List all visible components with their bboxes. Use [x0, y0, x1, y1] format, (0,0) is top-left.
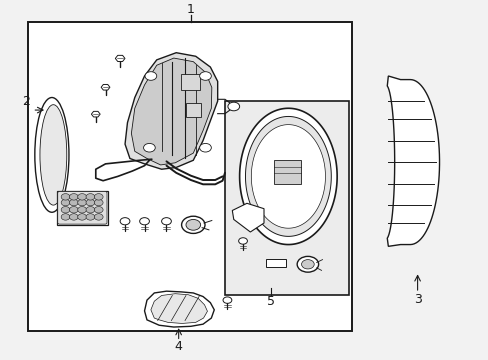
Circle shape	[120, 218, 130, 225]
Text: 4: 4	[174, 340, 182, 353]
Ellipse shape	[35, 98, 69, 212]
Polygon shape	[232, 203, 264, 232]
Polygon shape	[151, 294, 207, 323]
FancyBboxPatch shape	[58, 192, 107, 224]
Text: 2: 2	[22, 95, 30, 108]
Bar	[181, 74, 199, 90]
Circle shape	[78, 214, 86, 220]
Polygon shape	[101, 85, 110, 90]
Polygon shape	[115, 55, 125, 62]
Bar	[27, 22, 351, 330]
Circle shape	[185, 220, 200, 230]
Circle shape	[140, 218, 149, 225]
Polygon shape	[131, 58, 211, 165]
Circle shape	[94, 199, 103, 206]
Polygon shape	[144, 291, 214, 327]
Circle shape	[86, 214, 95, 220]
Circle shape	[61, 199, 70, 206]
Text: 5: 5	[267, 295, 275, 308]
Circle shape	[223, 297, 231, 303]
Circle shape	[69, 199, 78, 206]
Bar	[266, 259, 285, 267]
Circle shape	[143, 143, 155, 152]
Circle shape	[61, 194, 70, 200]
Circle shape	[301, 260, 314, 269]
Circle shape	[238, 238, 247, 244]
Circle shape	[94, 194, 103, 200]
Circle shape	[61, 207, 70, 213]
Circle shape	[86, 194, 95, 200]
Circle shape	[94, 207, 103, 213]
Circle shape	[61, 214, 70, 220]
Polygon shape	[125, 53, 217, 169]
Circle shape	[69, 214, 78, 220]
Circle shape	[181, 216, 204, 233]
Bar	[185, 103, 200, 117]
Circle shape	[86, 199, 95, 206]
Text: 3: 3	[413, 293, 421, 306]
Circle shape	[78, 199, 86, 206]
Circle shape	[78, 194, 86, 200]
Circle shape	[161, 218, 171, 225]
Polygon shape	[91, 111, 100, 117]
Circle shape	[78, 207, 86, 213]
Polygon shape	[245, 116, 330, 237]
Polygon shape	[386, 76, 439, 246]
Circle shape	[69, 207, 78, 213]
Polygon shape	[251, 125, 325, 228]
Text: 1: 1	[186, 3, 194, 16]
Circle shape	[69, 194, 78, 200]
Circle shape	[227, 102, 239, 111]
Circle shape	[145, 72, 157, 80]
Circle shape	[199, 143, 211, 152]
Polygon shape	[239, 108, 336, 244]
Bar	[273, 160, 300, 184]
Bar	[57, 191, 108, 225]
Circle shape	[94, 214, 103, 220]
Ellipse shape	[40, 105, 67, 205]
Bar	[224, 101, 348, 295]
Circle shape	[297, 256, 318, 272]
Circle shape	[86, 207, 95, 213]
Circle shape	[199, 72, 211, 80]
